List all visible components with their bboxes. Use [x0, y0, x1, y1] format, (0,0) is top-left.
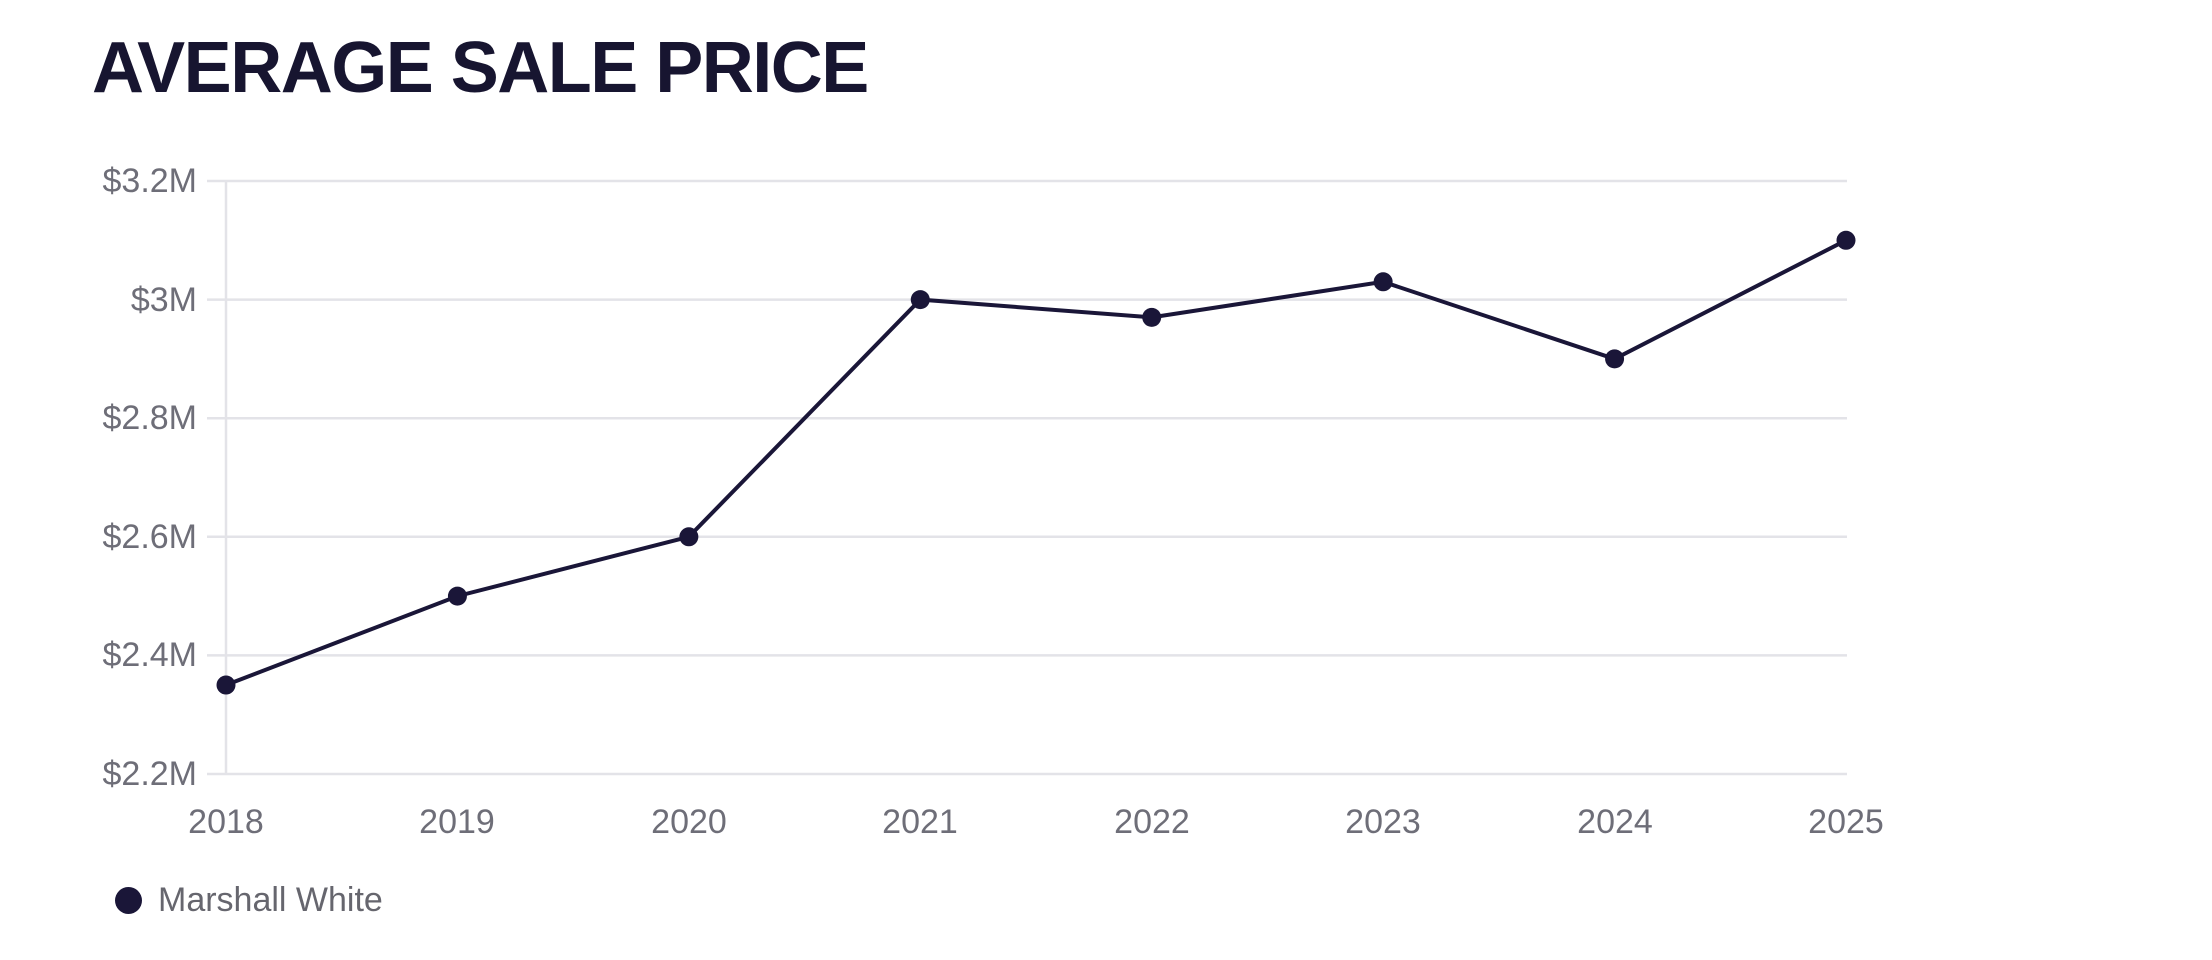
- data-point: [447, 586, 467, 606]
- data-point: [1605, 349, 1625, 369]
- x-tick-label: 2022: [1114, 803, 1190, 841]
- y-tick-label: $2.6M: [102, 518, 198, 556]
- y-tick-label: $2.2M: [102, 755, 198, 793]
- chart-title: AVERAGE SALE PRICE: [92, 28, 869, 108]
- legend-marker-icon: [115, 886, 142, 914]
- x-tick-label: 2020: [651, 803, 727, 841]
- x-tick-label: 2019: [419, 803, 495, 841]
- data-point: [216, 675, 236, 695]
- x-tick-label: 2025: [1808, 803, 1884, 841]
- legend-label: Marshall White: [158, 881, 383, 919]
- x-tick-label: 2024: [1577, 803, 1653, 841]
- data-point: [1373, 272, 1393, 292]
- y-tick-label: $3M: [130, 281, 197, 319]
- data-point: [679, 527, 699, 547]
- y-tick-label: $2.8M: [102, 399, 198, 437]
- data-point: [1836, 230, 1856, 250]
- x-tick-label: 2023: [1345, 803, 1421, 841]
- data-point: [1142, 307, 1162, 327]
- y-tick-label: $2.4M: [102, 636, 198, 674]
- data-point: [910, 290, 930, 310]
- x-tick-label: 2021: [882, 803, 958, 841]
- legend: Marshall White: [115, 881, 383, 919]
- series-line: [225, 238, 1847, 687]
- y-tick-label: $3.2M: [102, 162, 198, 200]
- x-tick-label: 2018: [188, 803, 264, 841]
